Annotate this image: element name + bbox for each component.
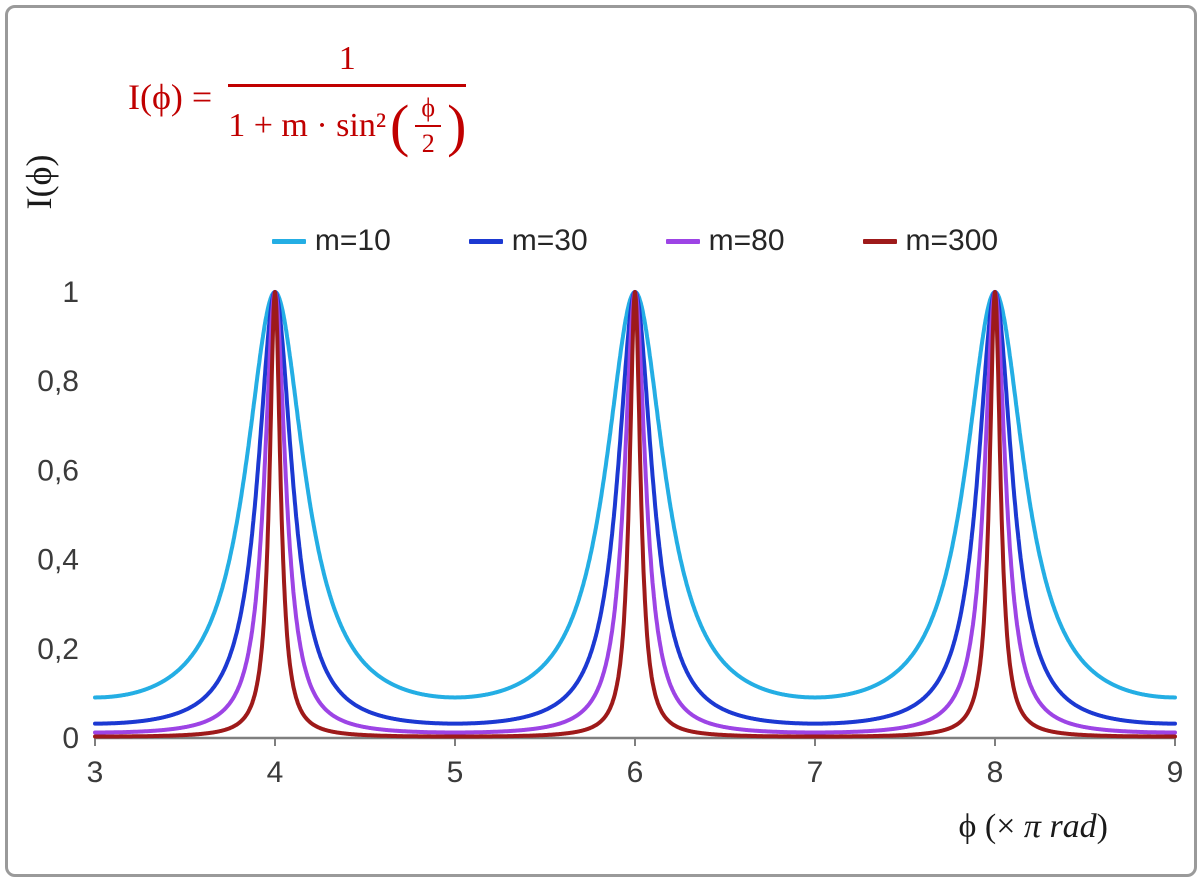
legend-swatch xyxy=(862,238,897,244)
formula-fraction: 1 1 + m · sin² ( ϕ 2 ) xyxy=(228,40,467,159)
x-axis-title-unit: π rad xyxy=(1023,808,1097,845)
formula-lhs: I(ϕ) = xyxy=(128,76,213,117)
formula-annotation: I(ϕ) = 1 1 + m · sin² ( ϕ 2 ) xyxy=(128,40,467,159)
x-axis-title: ϕ (× π rad) xyxy=(959,808,1109,846)
y-tick-label: 0,2 xyxy=(37,633,79,666)
y-tick-label: 1 xyxy=(62,276,79,309)
legend-label: m=300 xyxy=(905,224,999,257)
legend-item-m-30: m=30 xyxy=(468,224,588,258)
inner-denominator: 2 xyxy=(421,129,435,158)
x-tick-label: 6 xyxy=(627,756,644,789)
legend-swatch xyxy=(271,238,306,244)
inner-numerator: ϕ xyxy=(415,93,442,127)
close-paren: ) xyxy=(447,92,467,158)
x-tick-label: 7 xyxy=(807,756,824,789)
legend-label: m=30 xyxy=(511,224,588,257)
legend-swatch xyxy=(665,238,700,244)
legend-label: m=80 xyxy=(708,224,785,257)
x-axis-title-phi: ϕ (× xyxy=(958,808,1024,845)
series-line-m-80 xyxy=(93,290,1177,735)
x-tick-label: 8 xyxy=(987,756,1004,789)
x-tick-label: 5 xyxy=(447,756,464,789)
legend-item-m-10: m=10 xyxy=(271,224,391,258)
open-paren: ( xyxy=(390,92,410,158)
formula-den-prefix: 1 + m · sin² xyxy=(228,107,387,144)
y-tick-label: 0,4 xyxy=(37,544,79,577)
formula-inner-fraction: ϕ 2 xyxy=(415,93,442,159)
formula-numerator: 1 xyxy=(338,40,356,77)
legend-swatch xyxy=(468,238,503,244)
y-axis-title: I(ϕ) xyxy=(19,154,59,210)
x-tick-label: 3 xyxy=(87,756,104,789)
x-tick-label: 9 xyxy=(1167,756,1184,789)
legend-item-m-300: m=300 xyxy=(862,224,999,258)
formula-denominator: 1 + m · sin² ( ϕ 2 ) xyxy=(228,84,467,159)
legend-label: m=10 xyxy=(314,224,391,257)
x-axis-title-close: ) xyxy=(1096,808,1108,845)
y-tick-label: 0,6 xyxy=(37,454,79,487)
y-tick-label: 0 xyxy=(62,722,79,755)
legend: m=10 m=30 m=80 m=300 xyxy=(95,224,1175,258)
series-line-m-30 xyxy=(93,290,1177,726)
legend-item-m-80: m=80 xyxy=(665,224,785,258)
series-line-m-300 xyxy=(93,290,1177,739)
y-tick-label: 0,8 xyxy=(37,365,79,398)
x-tick-label: 4 xyxy=(267,756,284,789)
